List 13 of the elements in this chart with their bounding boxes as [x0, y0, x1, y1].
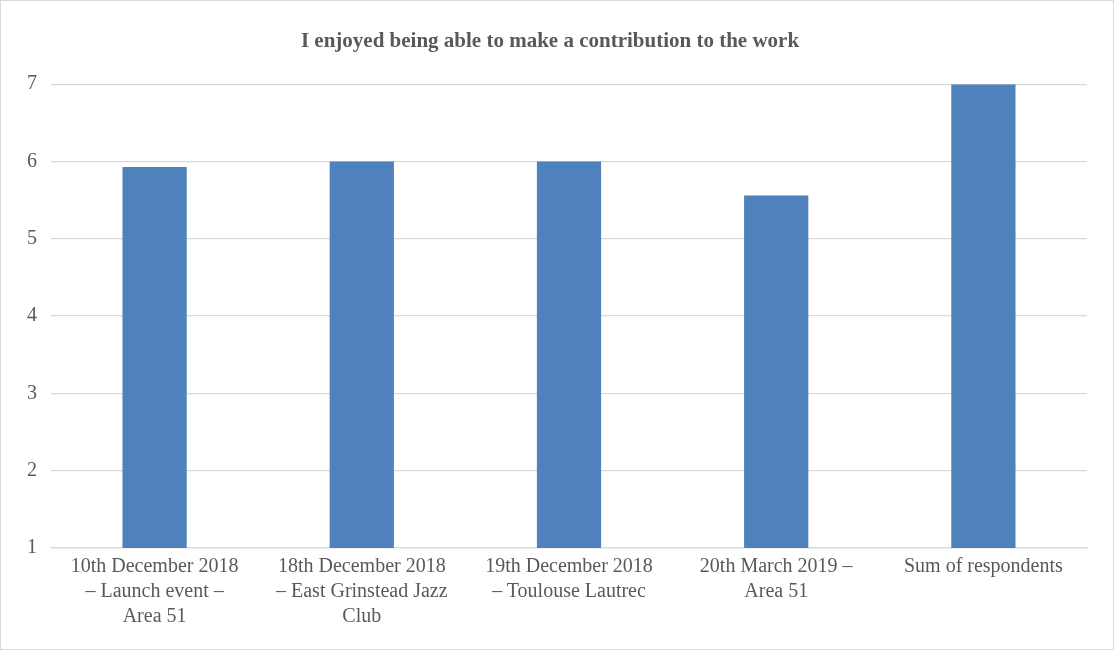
x-tick-label: 19th December 2018 – Toulouse Lautrec: [485, 553, 653, 601]
y-tick-label: 6: [27, 148, 37, 171]
x-tick-label: 18th December 2018 – East Grinstead Jazz Club: [275, 553, 448, 626]
y-tick-label: 1: [27, 535, 37, 558]
y-tick-label: 2: [27, 457, 37, 480]
y-tick-label: 5: [27, 226, 37, 249]
y-tick-label: 7: [27, 71, 37, 94]
chart-title: I enjoyed being able to make a contribution to the work: [300, 28, 800, 53]
x-tick-label: Sum of respondents: [903, 553, 1064, 577]
x-tick-label: 20th March 2019 – Area 51: [699, 553, 854, 601]
y-tick-label: 4: [27, 303, 37, 326]
x-tick-label: 10th December 2018 – Launch event – Area 51: [70, 553, 239, 626]
y-tick-label: 3: [27, 380, 37, 403]
